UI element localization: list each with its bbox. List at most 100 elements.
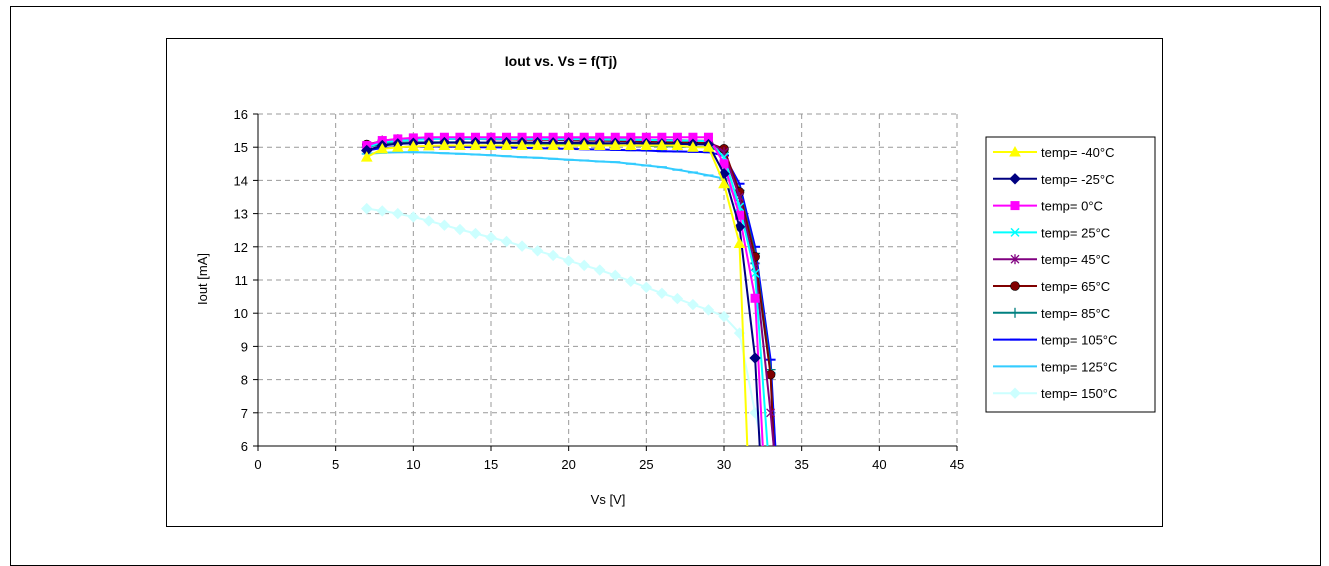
series-line — [366, 136, 764, 447]
data-point — [438, 219, 451, 231]
series-6 — [361, 137, 776, 447]
x-tick-label: 10 — [406, 457, 420, 472]
legend-marker — [1009, 173, 1021, 185]
data-point — [485, 139, 497, 151]
legend-entry: temp= 85°C — [993, 306, 1110, 321]
legend-marker — [1010, 307, 1020, 318]
y-tick-label: 11 — [235, 273, 249, 288]
data-point — [485, 231, 497, 244]
legend-label: temp= 150°C — [1041, 386, 1117, 401]
legend-label: temp= 0°C — [1041, 199, 1103, 214]
y-tick-label: 16 — [234, 107, 248, 122]
legend-entry: temp= 150°C — [993, 386, 1117, 401]
data-point — [562, 255, 575, 267]
x-axis-label: Vs [V] — [591, 492, 626, 507]
grid-layer — [258, 113, 958, 446]
x-tick-label: 15 — [484, 457, 498, 472]
series-line — [366, 137, 775, 447]
x-tick-label: 25 — [639, 457, 653, 472]
data-point — [640, 281, 653, 294]
legend-entry: temp= -25°C — [993, 172, 1114, 187]
legend-label: temp= 65°C — [1041, 279, 1110, 294]
series-0 — [360, 139, 749, 447]
data-point — [594, 264, 606, 276]
legend-label: temp= 125°C — [1041, 359, 1117, 374]
data-point — [516, 240, 528, 252]
legend-marker — [1010, 254, 1020, 265]
data-point — [578, 259, 590, 272]
x-tick-label: 20 — [561, 457, 575, 472]
y-tick-label: 14 — [234, 173, 248, 188]
legend-entry: temp= 125°C — [993, 359, 1117, 374]
data-point — [750, 268, 760, 278]
series-8 — [361, 151, 777, 447]
legend-entry: temp= 105°C — [993, 333, 1117, 348]
data-point — [531, 245, 544, 257]
data-point — [376, 205, 388, 217]
data-point — [718, 177, 730, 189]
legend-entry: temp= 65°C — [993, 279, 1110, 294]
x-tick-label: 40 — [872, 457, 886, 472]
data-point — [766, 407, 776, 418]
chart-title: Iout vs. Vs = f(Tj) — [505, 53, 617, 69]
data-point — [671, 139, 684, 151]
data-point — [593, 139, 606, 151]
y-tick-label: 7 — [241, 406, 248, 421]
data-point — [407, 211, 420, 223]
legend-label: temp= -25°C — [1041, 172, 1114, 187]
legend-label: temp= -40°C — [1041, 145, 1114, 160]
legend-label: temp= 25°C — [1041, 225, 1110, 240]
legend-label: temp= 45°C — [1041, 252, 1110, 267]
data-point — [625, 275, 637, 288]
chart-frame: Iout vs. Vs = f(Tj) 6 7 8 9 10 11 12 13 14 15 16 0 5… — [166, 38, 1163, 527]
legend-label: temp= 85°C — [1041, 306, 1110, 321]
data-point — [376, 142, 389, 154]
legend-marker — [1009, 145, 1021, 157]
data-point — [407, 140, 420, 152]
series-line — [366, 144, 749, 447]
data-point — [702, 141, 715, 152]
series-line — [366, 145, 777, 447]
data-point — [656, 139, 668, 151]
data-point — [640, 139, 653, 151]
axes-layer: 6 7 8 9 10 11 12 13 14 15 16 0 5 10 15 20 25 30 35 40 45 — [234, 107, 965, 472]
data-point — [547, 139, 559, 151]
data-point — [454, 139, 466, 151]
data-point — [687, 298, 699, 311]
y-tick-label: 12 — [234, 240, 248, 255]
data-point — [719, 159, 729, 169]
data-point — [624, 139, 637, 151]
legend-entry: temp= 0°C — [993, 199, 1103, 214]
legend-entry: temp= 25°C — [993, 225, 1110, 240]
data-point — [547, 249, 559, 262]
data-point — [361, 202, 373, 215]
data-point — [718, 310, 730, 323]
data-point — [469, 227, 482, 240]
series-9 — [361, 202, 764, 447]
series-line — [366, 137, 775, 447]
legend: temp= -40°C temp= -25°C temp= 0°C temp= 25°… — [985, 136, 1156, 413]
data-point — [749, 352, 761, 364]
data-point — [531, 139, 544, 151]
y-tick-label: 10 — [234, 306, 248, 321]
series-1 — [361, 136, 761, 447]
x-tick-label: 35 — [794, 457, 808, 472]
data-point — [500, 235, 513, 248]
data-point — [656, 287, 668, 299]
series-3 — [362, 134, 769, 447]
legend-marker — [1010, 281, 1020, 291]
data-point — [423, 139, 435, 151]
legend-marker — [1010, 227, 1020, 237]
data-point — [438, 139, 451, 151]
series-line — [366, 137, 769, 447]
y-tick-label: 6 — [241, 439, 248, 454]
y-tick-label: 8 — [241, 373, 248, 388]
data-point — [516, 139, 528, 151]
data-point — [500, 139, 513, 151]
data-point — [702, 304, 715, 316]
data-point — [609, 269, 621, 282]
data-point — [578, 139, 591, 151]
data-point — [671, 292, 684, 305]
series-layer — [360, 132, 777, 447]
data-point — [454, 223, 466, 236]
